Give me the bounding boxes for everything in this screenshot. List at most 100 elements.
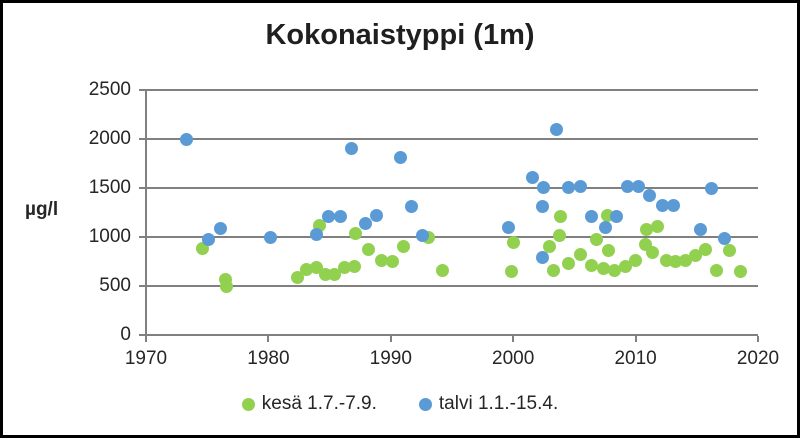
data-point <box>619 259 633 273</box>
data-point <box>620 179 634 193</box>
data-point <box>347 259 361 273</box>
chart-title: Kokonaistyppi (1m) <box>265 19 535 51</box>
data-point <box>656 199 670 213</box>
data-point <box>299 262 313 276</box>
data-point <box>561 180 575 194</box>
data-point <box>589 233 603 247</box>
data-point <box>214 221 228 235</box>
data-point <box>405 200 419 214</box>
data-point <box>679 253 693 267</box>
data-point <box>201 233 215 247</box>
data-point <box>537 180 551 194</box>
x-tick-label-1980: 1980 <box>247 348 290 369</box>
data-point <box>385 255 399 268</box>
gridline-y-2500 <box>146 89 758 91</box>
data-point <box>396 240 410 254</box>
data-point <box>309 227 323 241</box>
y-tick-label-2500: 2500 <box>88 79 131 100</box>
gridline-y-1500 <box>146 187 758 189</box>
legend-item-kesa: kesä 1.7.-7.9. <box>241 393 377 415</box>
winter-series-marker-icon <box>418 397 432 411</box>
data-point <box>734 264 748 278</box>
y-tick-label-500: 500 <box>99 275 131 296</box>
data-point <box>220 280 234 294</box>
data-point <box>609 209 623 223</box>
data-point <box>629 253 643 267</box>
data-point <box>358 216 372 230</box>
data-point <box>585 209 599 223</box>
data-point <box>598 220 612 234</box>
x-tick-2010 <box>634 336 637 342</box>
y-tick-label-1000: 1000 <box>88 226 131 247</box>
data-point <box>704 181 718 195</box>
x-tick-1990 <box>389 336 392 342</box>
x-tick-1970 <box>145 336 147 342</box>
x-tick-label-2020: 2020 <box>736 348 780 369</box>
gridline-y-500 <box>146 285 758 287</box>
x-tick-2000 <box>512 336 515 342</box>
data-point <box>264 230 278 244</box>
summer-series-marker-icon <box>241 397 255 411</box>
data-point <box>536 251 550 265</box>
x-tick-label-1970: 1970 <box>124 348 168 369</box>
data-point <box>608 263 622 277</box>
data-point <box>718 232 732 246</box>
y-axis-line <box>145 90 147 336</box>
data-point <box>501 220 515 234</box>
data-point <box>667 199 681 213</box>
data-point <box>547 263 561 277</box>
data-point <box>574 179 588 193</box>
data-point <box>337 260 351 274</box>
data-point <box>321 209 335 223</box>
data-point <box>698 243 712 257</box>
data-point <box>659 253 673 267</box>
data-point <box>334 209 348 223</box>
data-point <box>348 226 362 240</box>
data-point <box>543 240 557 254</box>
data-point <box>602 244 616 258</box>
data-point <box>345 142 359 156</box>
data-point <box>646 246 660 260</box>
data-point <box>640 222 654 236</box>
x-tick-1980 <box>267 336 270 342</box>
y-axis-label: µg/l <box>25 199 59 220</box>
y-tick-500 <box>139 285 146 287</box>
gridline-y-1000 <box>146 236 758 238</box>
data-point <box>554 209 568 223</box>
data-point <box>723 244 737 258</box>
y-tick-2500 <box>139 89 146 91</box>
data-point <box>574 248 588 262</box>
data-point <box>327 267 341 281</box>
y-tick-label-2000: 2000 <box>88 128 131 149</box>
data-point <box>693 222 707 236</box>
x-tick-label-2000: 2000 <box>492 348 535 369</box>
data-point <box>709 263 723 277</box>
data-point <box>561 256 575 270</box>
y-tick-1500 <box>139 187 146 189</box>
data-point <box>394 151 408 165</box>
data-point <box>369 208 383 222</box>
data-point <box>416 228 430 242</box>
y-tick-1000 <box>139 236 146 238</box>
data-point <box>642 189 656 203</box>
legend-item-talvi: talvi 1.1.-15.4. <box>418 393 559 415</box>
data-point <box>553 228 567 242</box>
data-point <box>536 200 550 214</box>
data-point <box>549 122 563 136</box>
data-point <box>374 254 388 268</box>
legend-label-kesa: kesä 1.7.-7.9. <box>261 393 377 414</box>
data-point <box>689 249 703 263</box>
data-point <box>179 132 193 146</box>
data-point <box>526 170 540 184</box>
data-point <box>651 219 665 233</box>
gridline-y-0 <box>146 334 758 336</box>
legend-label-talvi: talvi 1.1.-15.4. <box>438 393 559 414</box>
y-tick-2000 <box>139 138 146 140</box>
data-point <box>597 261 611 275</box>
data-point <box>505 264 519 278</box>
y-tick-label-1500: 1500 <box>88 177 131 198</box>
y-tick-0 <box>139 334 146 336</box>
data-point <box>631 179 645 193</box>
data-point <box>362 243 376 257</box>
data-point <box>669 254 683 268</box>
